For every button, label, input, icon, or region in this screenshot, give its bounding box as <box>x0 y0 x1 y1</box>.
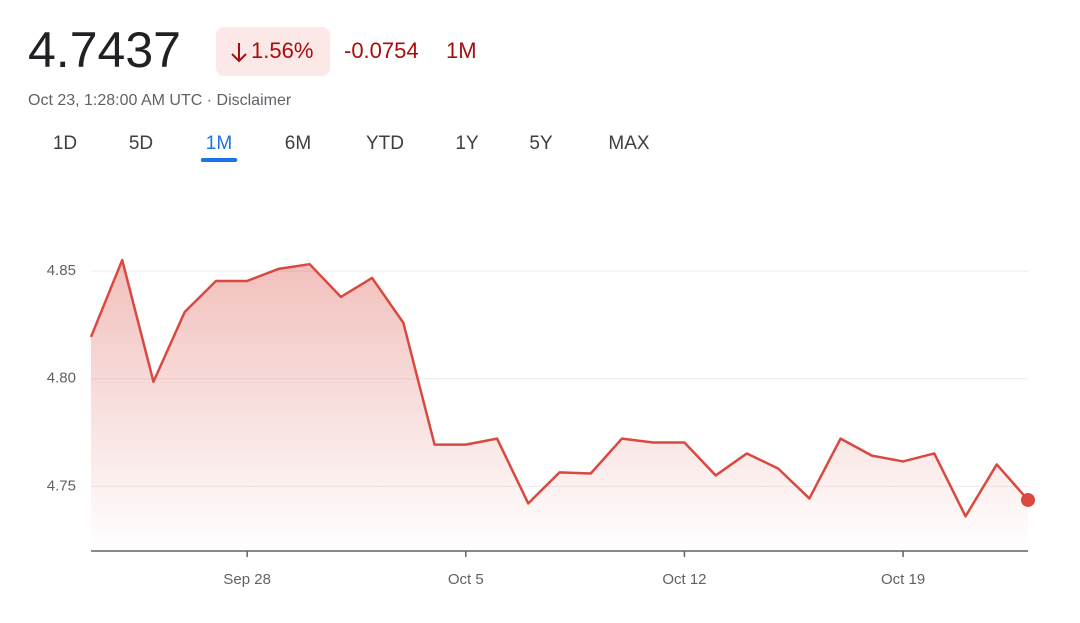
range-tab[interactable]: 1M <box>206 133 232 154</box>
range-tab[interactable]: 6M <box>285 133 311 154</box>
range-tab[interactable]: 1D <box>53 133 77 154</box>
range-tab[interactable]: YTD <box>366 133 404 154</box>
range-tab[interactable]: 5D <box>129 133 153 154</box>
timestamp: Oct 23, 1:28:00 AM UTC <box>28 92 202 109</box>
y-tick-label: 4.80 <box>47 370 76 387</box>
price: 4.7437 <box>28 22 181 78</box>
change-badge <box>216 27 330 76</box>
separator: · <box>202 92 216 109</box>
change-value: -0.0754 <box>344 38 419 63</box>
x-tick-label: Sep 28 <box>223 571 271 588</box>
price-line <box>89 258 1029 518</box>
range-tab[interactable]: 1Y <box>455 133 479 154</box>
y-tick-label: 4.75 <box>47 477 76 494</box>
change-percent: 1.56% <box>251 38 313 63</box>
change-period: 1M <box>446 38 477 63</box>
active-tab-underline <box>200 158 238 162</box>
range-tab[interactable]: MAX <box>608 133 650 154</box>
chart: 4.75 4.80 4.85 Sep 28 Oct 5 Oct 12 Oct 19 <box>47 258 1035 588</box>
disclaimer-link[interactable]: Disclaimer <box>217 92 292 109</box>
down-arrow <box>231 43 247 63</box>
x-tick-label: Oct 12 <box>662 571 706 588</box>
x-tick-label: Oct 19 <box>881 571 925 588</box>
last-point <box>1021 492 1035 507</box>
area <box>91 260 1028 551</box>
y-tick-label: 4.85 <box>47 262 76 279</box>
range-tab[interactable]: 5Y <box>529 133 553 154</box>
range-tabs: 1D 5D 1M 6M YTD 1Y 5Y MAX <box>53 133 650 162</box>
timestamp-line: Oct 23, 1:28:00 AM UTC · Disclaimer <box>28 92 292 109</box>
x-tick-label: Oct 5 <box>448 571 484 588</box>
